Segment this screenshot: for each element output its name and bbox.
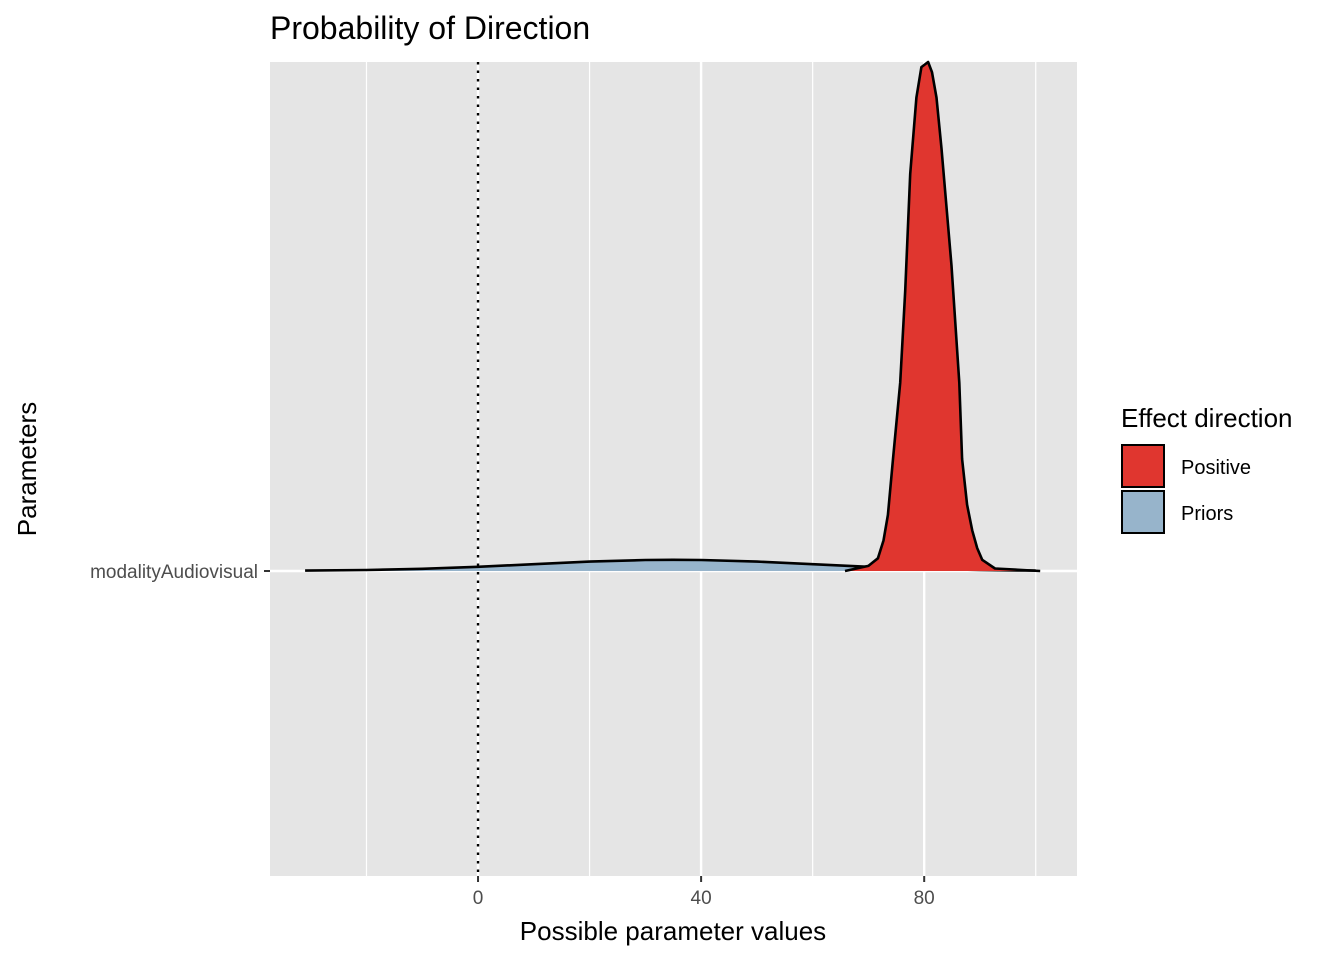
legend-key-priors [1121,490,1165,534]
legend-label-positive: Positive [1181,457,1251,479]
legend-title: Effect direction [1121,403,1293,433]
y-axis-ticks: modalityAudiovisual [90,562,270,583]
chart-title: Probability of Direction [270,10,590,46]
x-axis-title: Possible parameter values [520,916,826,946]
x-tick-label: 80 [914,888,935,909]
legend-label-priors: Priors [1181,503,1233,525]
x-axis-ticks: 0 40 80 [473,876,935,909]
y-tick-label: modalityAudiovisual [90,562,258,583]
x-tick-label: 0 [473,888,484,909]
density-outline-positive [844,60,1041,573]
legend-key-positive [1121,444,1165,488]
x-tick-label: 40 [691,888,712,909]
legend: Effect direction Positive Priors [1121,403,1293,534]
density-area-positive [844,62,1041,571]
y-axis-title: Parameters [12,402,42,536]
density-areas [305,60,1041,573]
